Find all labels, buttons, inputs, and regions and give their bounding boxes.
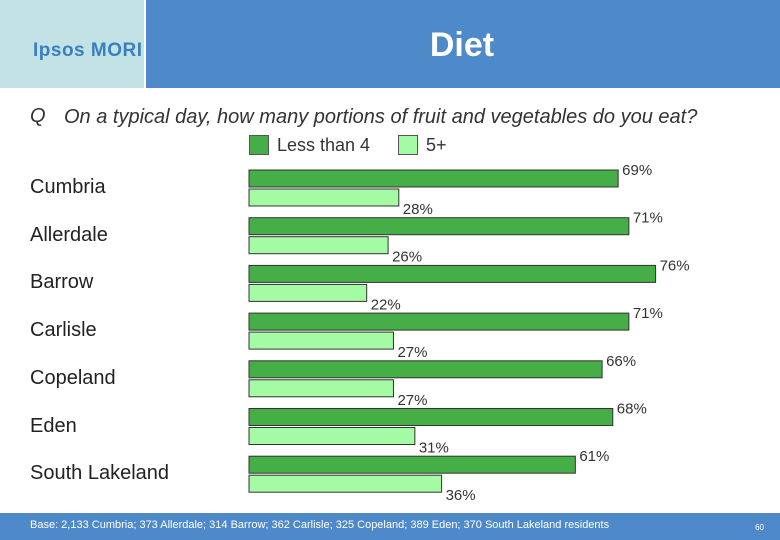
data-label-less-than-4-carlisle: 71%	[633, 305, 663, 322]
data-label-five-plus-eden: 31%	[419, 440, 449, 457]
bar-less-than-4-cumbria	[248, 169, 619, 188]
bar-five-plus-cumbria	[248, 188, 400, 207]
category-label-allerdale: Allerdale	[30, 223, 108, 246]
legend-swatch-less-than-4	[249, 135, 269, 155]
bar-five-plus-allerdale	[248, 236, 389, 255]
data-label-five-plus-copeland: 27%	[397, 392, 427, 409]
data-label-five-plus-barrow: 22%	[371, 296, 401, 313]
data-label-less-than-4-copeland: 66%	[606, 353, 636, 370]
category-label-copeland: Copeland	[30, 366, 116, 389]
data-label-five-plus-allerdale: 26%	[392, 249, 422, 266]
legend-item-five-plus: 5+	[398, 133, 447, 157]
question-text: On a typical day, how many portions of f…	[64, 106, 698, 128]
legend-label-five-plus: 5+	[426, 134, 447, 155]
bar-less-than-4-south-lakeland	[248, 455, 576, 474]
data-label-five-plus-south-lakeland: 36%	[446, 487, 476, 504]
category-label-carlisle: Carlisle	[30, 319, 97, 342]
data-label-five-plus-carlisle: 27%	[397, 344, 427, 361]
category-label-eden: Eden	[30, 414, 77, 437]
data-label-less-than-4-eden: 68%	[617, 401, 647, 418]
header-bar	[146, 0, 780, 88]
category-label-barrow: Barrow	[30, 271, 94, 294]
bar-less-than-4-copeland	[248, 360, 603, 379]
data-label-less-than-4-south-lakeland: 61%	[579, 448, 609, 465]
bar-five-plus-copeland	[248, 379, 394, 398]
bar-less-than-4-eden	[248, 408, 614, 426]
bar-less-than-4-allerdale	[248, 217, 630, 236]
category-label-cumbria: Cumbria	[30, 176, 106, 198]
bar-less-than-4-barrow	[248, 264, 657, 283]
question-prefix: Q	[30, 105, 46, 127]
category-label-south-lakeland: South Lakeland	[30, 462, 170, 485]
page-title: Diet	[146, 26, 780, 65]
logo-panel: Ipsos MORI	[0, 0, 144, 88]
legend-swatch-five-plus	[398, 135, 418, 155]
bar-less-than-4-carlisle	[248, 312, 630, 331]
base-footnote: Base: 2,133 Cumbria; 373 Allerdale; 314 …	[30, 519, 610, 531]
data-label-less-than-4-cumbria: 69%	[622, 162, 652, 179]
data-label-less-than-4-allerdale: 71%	[633, 210, 663, 227]
bar-five-plus-eden	[248, 427, 416, 445]
bar-five-plus-carlisle	[248, 331, 394, 350]
footer-band	[0, 513, 780, 540]
legend-item-less-than-4: Less than 4	[249, 133, 370, 157]
data-label-five-plus-cumbria: 28%	[403, 201, 433, 218]
legend-label-less-than-4: Less than 4	[277, 134, 371, 155]
bar-five-plus-barrow	[248, 283, 368, 302]
brand-logo: Ipsos MORI	[33, 40, 143, 61]
bar-five-plus-south-lakeland	[248, 474, 443, 493]
page-title-text: Diet	[429, 26, 495, 64]
data-label-less-than-4-barrow: 76%	[660, 257, 690, 274]
page-number: 60	[755, 523, 764, 532]
